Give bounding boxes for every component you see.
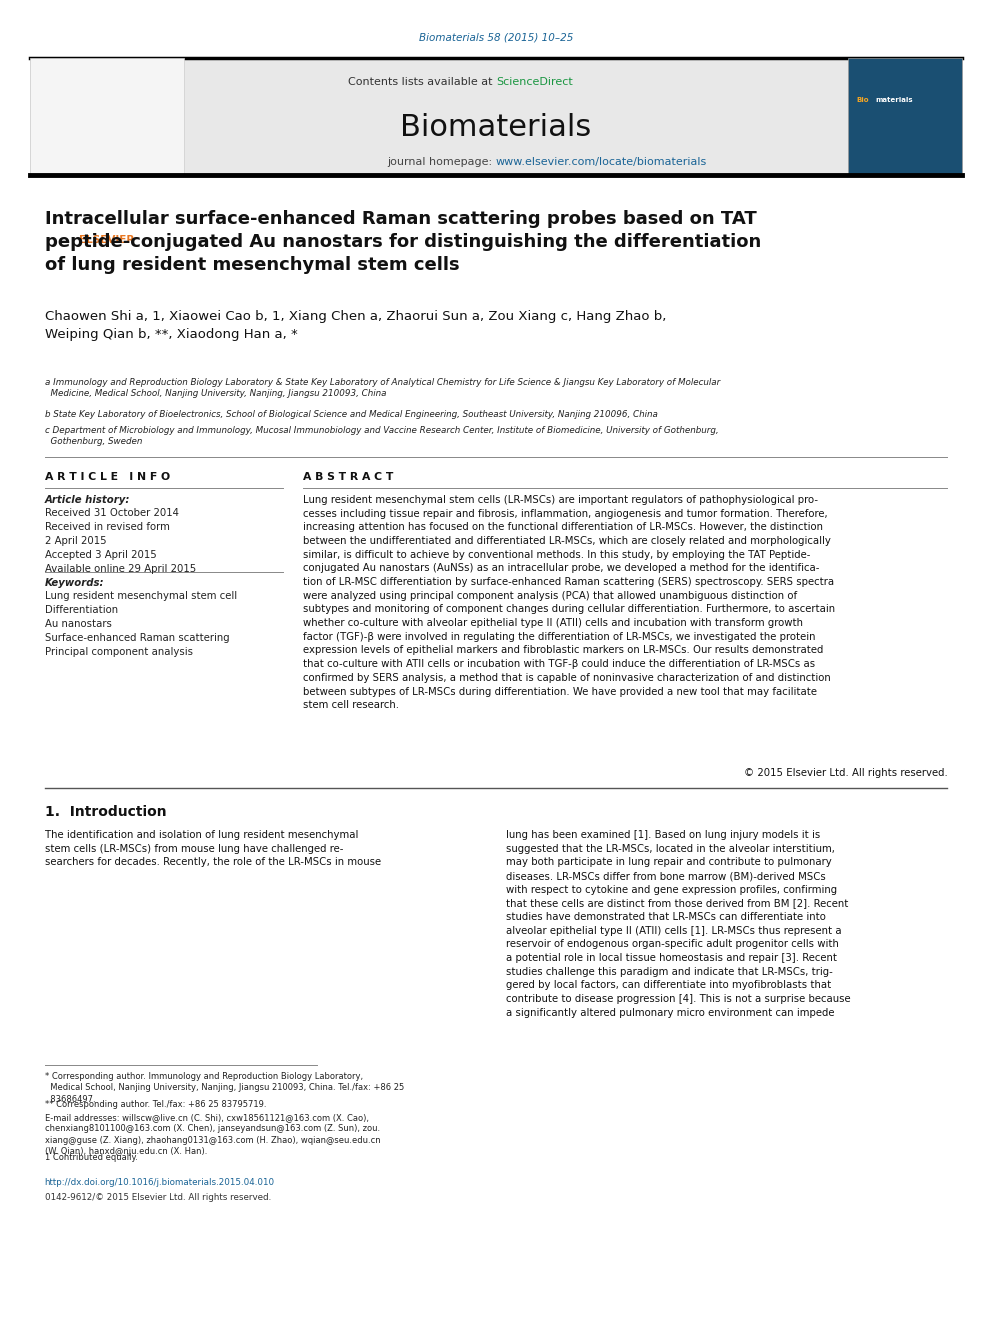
Text: http://dx.doi.org/10.1016/j.biomaterials.2015.04.010: http://dx.doi.org/10.1016/j.biomaterials… <box>45 1177 275 1187</box>
Bar <box>30 58 962 175</box>
Text: A R T I C L E   I N F O: A R T I C L E I N F O <box>45 472 170 482</box>
Text: ** Corresponding author. Tel./fax: +86 25 83795719.: ** Corresponding author. Tel./fax: +86 2… <box>45 1099 266 1109</box>
Text: 1 Contributed equally.: 1 Contributed equally. <box>45 1154 138 1162</box>
Text: Lung resident mesenchymal stem cell
Differentiation
Au nanostars
Surface-enhance: Lung resident mesenchymal stem cell Diff… <box>45 591 237 658</box>
Text: www.elsevier.com/locate/biomaterials: www.elsevier.com/locate/biomaterials <box>496 157 707 167</box>
Text: ELSEVIER: ELSEVIER <box>79 235 135 245</box>
Text: Bio: Bio <box>856 97 869 103</box>
Text: Intracellular surface-enhanced Raman scattering probes based on TAT
peptide-conj: Intracellular surface-enhanced Raman sca… <box>45 210 761 274</box>
Text: b State Key Laboratory of Bioelectronics, School of Biological Science and Medic: b State Key Laboratory of Bioelectronics… <box>45 410 658 419</box>
Text: E-mail addresses: willscw@live.cn (C. Shi), cxw18561121@163.com (X. Cao),
chenxi: E-mail addresses: willscw@live.cn (C. Sh… <box>45 1113 380 1156</box>
Text: Chaowen Shi a, 1, Xiaowei Cao b, 1, Xiang Chen a, Zhaorui Sun a, Zou Xiang c, Ha: Chaowen Shi a, 1, Xiaowei Cao b, 1, Xian… <box>45 310 666 341</box>
Text: A B S T R A C T: A B S T R A C T <box>303 472 393 482</box>
Bar <box>848 58 962 175</box>
Text: Keywords:: Keywords: <box>45 578 104 587</box>
Text: * Corresponding author. Immunology and Reproduction Biology Laboratory,
  Medica: * Corresponding author. Immunology and R… <box>45 1072 404 1103</box>
Text: ScienceDirect: ScienceDirect <box>496 77 572 87</box>
Text: Contents lists available at: Contents lists available at <box>348 77 496 87</box>
Text: a Immunology and Reproduction Biology Laboratory & State Key Laboratory of Analy: a Immunology and Reproduction Biology La… <box>45 378 720 398</box>
Text: Lung resident mesenchymal stem cells (LR-MSCs) are important regulators of patho: Lung resident mesenchymal stem cells (LR… <box>303 495 834 710</box>
Text: c Department of Microbiology and Immunology, Mucosal Immunobiology and Vaccine R: c Department of Microbiology and Immunol… <box>45 426 718 446</box>
Text: lung has been examined [1]. Based on lung injury models it is
suggested that the: lung has been examined [1]. Based on lun… <box>506 830 850 1017</box>
Text: The identification and isolation of lung resident mesenchymal
stem cells (LR-MSC: The identification and isolation of lung… <box>45 830 381 868</box>
Text: Biomaterials: Biomaterials <box>401 114 591 143</box>
Text: Article history:: Article history: <box>45 495 130 505</box>
Text: materials: materials <box>875 97 913 103</box>
Text: journal homepage:: journal homepage: <box>387 157 496 167</box>
Bar <box>30 58 184 175</box>
Text: Received 31 October 2014
Received in revised form
2 April 2015
Accepted 3 April : Received 31 October 2014 Received in rev… <box>45 508 195 574</box>
Text: 1.  Introduction: 1. Introduction <box>45 804 167 819</box>
Text: 0142-9612/© 2015 Elsevier Ltd. All rights reserved.: 0142-9612/© 2015 Elsevier Ltd. All right… <box>45 1193 271 1203</box>
Text: Biomaterials 58 (2015) 10–25: Biomaterials 58 (2015) 10–25 <box>419 33 573 44</box>
Text: © 2015 Elsevier Ltd. All rights reserved.: © 2015 Elsevier Ltd. All rights reserved… <box>744 767 947 778</box>
